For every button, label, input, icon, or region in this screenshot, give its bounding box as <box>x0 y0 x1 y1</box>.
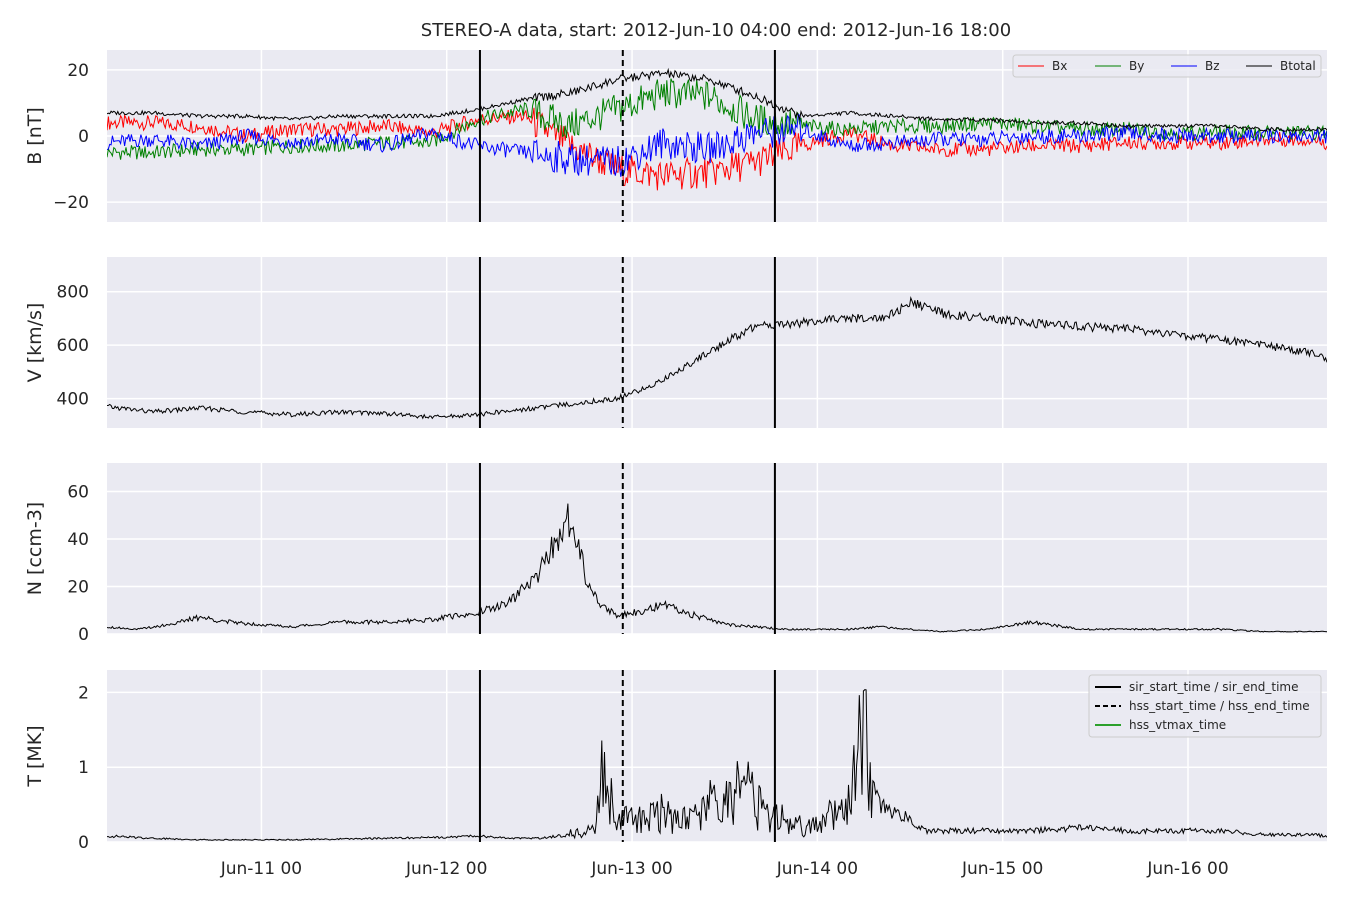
plot-area <box>107 67 1327 191</box>
series-line-bx <box>107 107 1327 191</box>
legend-label: Bx <box>1052 59 1067 73</box>
legend-label: sir_start_time / sir_end_time <box>1129 680 1299 694</box>
t-panel: 0 1 2 T [MK] sir_start_time / sir_end_timehs… <box>24 670 1327 853</box>
y-tick-label: 20 <box>67 578 89 598</box>
legend-frame <box>1088 674 1322 738</box>
plot-area <box>107 689 1327 841</box>
y-tick-label: 600 <box>57 336 89 356</box>
x-tick-label: Jun-12 00 <box>405 859 487 879</box>
figure-title: STEREO-A data, start: 2012-Jun-10 04:00 … <box>421 20 1011 41</box>
series-line-btotal <box>107 67 1327 133</box>
legend-label: hss_start_time / hss_end_time <box>1129 699 1310 713</box>
y-tick-label: −20 <box>53 193 89 213</box>
b-panel: −20 0 20 B [nT] Bx By Bz Btotal <box>24 50 1327 222</box>
y-tick-label: 0 <box>78 625 89 645</box>
series-line-bz <box>107 113 1327 177</box>
legend-frame <box>1012 54 1322 78</box>
legend-label: hss_vtmax_time <box>1129 718 1226 732</box>
y-tick-label: 400 <box>57 390 89 410</box>
legend-label: By <box>1129 59 1144 73</box>
x-tick-label: Jun-15 00 <box>961 859 1043 879</box>
x-tick-label: Jun-16 00 <box>1146 859 1228 879</box>
series-line <box>107 296 1327 420</box>
series-line-by <box>107 78 1327 160</box>
y-tick-label: 0 <box>78 127 89 147</box>
y-axis-label: V [km/s] <box>24 303 46 383</box>
y-tick-label: 60 <box>67 483 89 503</box>
x-tick-label: Jun-13 00 <box>590 859 672 879</box>
plot-area <box>107 503 1327 633</box>
y-tick-label: 20 <box>67 61 89 81</box>
legend-label: Btotal <box>1280 59 1316 73</box>
y-axis-label: N [ccm-3] <box>24 502 46 595</box>
n-panel: 0 20 40 60 N [ccm-3] <box>24 463 1327 645</box>
x-tick-label: Jun-14 00 <box>776 859 858 879</box>
y-tick-label: 800 <box>57 283 89 303</box>
y-axis-label: B [nT] <box>24 107 46 165</box>
x-tick-label: Jun-11 00 <box>220 859 302 879</box>
y-tick-label: 1 <box>78 758 89 778</box>
plot-area <box>107 296 1327 420</box>
y-axis-label: T [MK] <box>24 725 46 787</box>
y-tick-label: 2 <box>78 683 89 703</box>
y-tick-label: 40 <box>67 530 89 550</box>
series-line <box>107 503 1327 633</box>
legend-label: Bz <box>1205 59 1220 73</box>
y-tick-label: 0 <box>78 833 89 853</box>
series-line <box>107 689 1327 841</box>
v-panel: 400 600 800 V [km/s] <box>24 257 1327 428</box>
panel-background <box>107 463 1327 634</box>
legend: Bx By Bz Btotal <box>1012 54 1322 78</box>
panel-background <box>107 257 1327 428</box>
legend: sir_start_time / sir_end_time hss_start_t… <box>1088 674 1322 738</box>
x-axis: Jun-11 00 Jun-12 00 Jun-13 00 Jun-14 00 Jun-… <box>220 859 1229 879</box>
